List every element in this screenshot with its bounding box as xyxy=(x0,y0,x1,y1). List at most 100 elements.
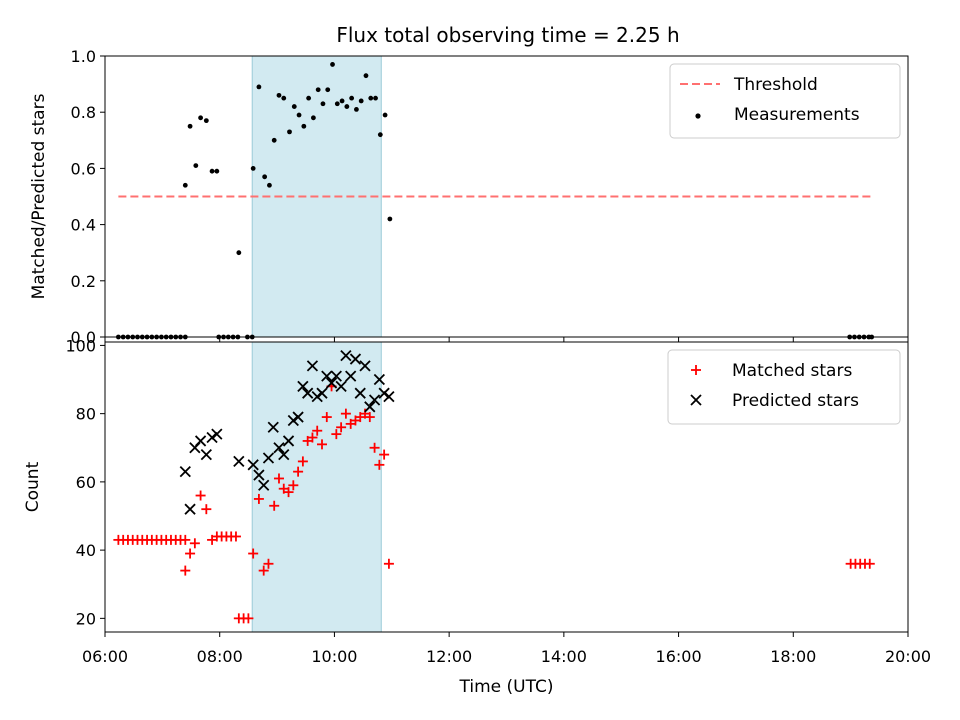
count-panel: 20 40 60 80 100 06:00 08:00 10:00 12:00 14:00 16:0… xyxy=(23,336,931,697)
ratio-y-tick-label: 0.6 xyxy=(71,159,96,178)
predicted-star-point xyxy=(287,414,299,427)
x-tick-label: 18:00 xyxy=(770,647,816,666)
measurement-point xyxy=(334,101,340,107)
predicted-star-point xyxy=(325,377,338,389)
measurement-point xyxy=(198,115,203,121)
measurement-point xyxy=(344,104,350,109)
measurement-point xyxy=(354,106,359,112)
count-legend-box xyxy=(667,349,901,425)
count-axes-frame xyxy=(104,341,909,633)
measurement-point xyxy=(236,250,242,256)
predicted-star-point xyxy=(267,421,279,433)
measurement-point xyxy=(387,216,393,222)
predicted-star-point xyxy=(345,370,357,382)
ratio-y-axis-label: Matched/Predicted stars xyxy=(29,93,49,299)
predicted-star-point xyxy=(359,360,371,372)
ratio-y-tick-label: 0.8 xyxy=(71,103,96,122)
measurement-point xyxy=(339,98,345,104)
ratio-y-tick-label: 0.4 xyxy=(71,216,96,235)
count-highlight-span xyxy=(251,341,382,633)
legend-predicted-swatch xyxy=(690,394,702,406)
measurement-point xyxy=(287,129,292,135)
measurement-point xyxy=(193,163,199,168)
predicted-star-point xyxy=(247,459,259,471)
predicted-star-point xyxy=(297,380,309,392)
measurement-point xyxy=(281,95,287,101)
legend-entry-label: Threshold xyxy=(733,75,818,95)
predicted-star-point xyxy=(373,373,385,386)
ratio-y-tick-label: 1.0 xyxy=(71,47,96,66)
predicted-star-point xyxy=(206,431,218,444)
predicted-star-point xyxy=(383,390,395,403)
count-series-x xyxy=(179,350,395,515)
measurement-point xyxy=(363,73,369,79)
legend-entry-label: Predicted stars xyxy=(732,391,859,411)
predicted-star-point xyxy=(194,435,207,447)
measurement-point xyxy=(267,182,272,188)
measurement-point xyxy=(306,95,312,101)
x-tick-label: 20:00 xyxy=(885,647,931,666)
measurement-point xyxy=(291,104,297,109)
predicted-star-point xyxy=(330,370,342,382)
predicted-star-point xyxy=(278,448,290,461)
predicted-star-point xyxy=(184,503,196,515)
predicted-star-point xyxy=(321,370,333,382)
measurement-point xyxy=(182,182,188,188)
count-y-tick-label: 40 xyxy=(76,541,96,560)
predicted-star-point xyxy=(349,353,362,365)
count-y-tick-label: 80 xyxy=(76,405,96,424)
ratio-series-dot xyxy=(115,62,875,340)
predicted-star-point xyxy=(258,479,270,491)
predicted-star-point xyxy=(200,448,212,461)
predicted-star-point xyxy=(211,428,223,440)
predicted-star-point xyxy=(306,360,319,372)
predicted-star-point xyxy=(179,466,191,478)
predicted-star-point xyxy=(282,435,295,447)
measurement-point xyxy=(250,166,256,171)
measurement-point xyxy=(349,95,355,101)
x-tick-label: 10:00 xyxy=(311,647,357,666)
measurement-point xyxy=(256,84,262,90)
ratio-y-tick-label: 0.0 xyxy=(71,328,96,347)
predicted-star-point xyxy=(354,387,366,399)
measurement-point xyxy=(301,123,307,129)
predicted-star-point xyxy=(233,455,245,468)
measurement-point xyxy=(315,87,321,93)
predicted-star-point xyxy=(302,387,314,399)
predicted-star-point xyxy=(292,411,304,423)
count-y-tick-label: 100 xyxy=(65,336,96,355)
ratio-legend-box xyxy=(669,63,901,139)
predicted-star-point xyxy=(378,387,390,399)
measurement-point xyxy=(271,137,277,143)
predicted-star-point xyxy=(311,390,323,403)
measurement-point xyxy=(262,174,268,180)
measurement-point xyxy=(310,115,316,121)
count-y-tick-label: 20 xyxy=(76,609,96,628)
measurement-point xyxy=(276,92,282,98)
measurement-point xyxy=(368,95,374,101)
predicted-star-point xyxy=(364,401,376,413)
legend-measurement-swatch xyxy=(695,113,701,119)
predicted-star-point xyxy=(340,350,352,362)
legend-entry-label: Measurements xyxy=(734,105,860,125)
x-tick-label: 12:00 xyxy=(426,647,472,666)
predicted-star-point xyxy=(253,469,265,481)
ratio-axes-frame xyxy=(104,55,909,338)
predicted-star-point xyxy=(335,380,347,392)
x-axis-label: Time (UTC) xyxy=(459,677,554,697)
measurement-point xyxy=(358,98,364,104)
count-y-tick-label: 60 xyxy=(76,473,96,492)
ratio-y-tick-label: 0.2 xyxy=(71,272,96,291)
measurement-point xyxy=(382,112,388,118)
measurement-point xyxy=(187,123,193,129)
measurement-point xyxy=(203,118,209,124)
predicted-star-point xyxy=(316,387,328,399)
x-tick-label: 16:00 xyxy=(656,647,702,666)
count-y-axis-label: Count xyxy=(23,461,43,512)
predicted-star-point xyxy=(273,442,285,454)
measurement-point xyxy=(296,112,302,118)
measurement-point xyxy=(373,95,378,101)
ratio-legend: Threshold Measurements xyxy=(669,63,901,139)
figure-title: Flux total observing time = 2.25 h xyxy=(336,23,679,47)
